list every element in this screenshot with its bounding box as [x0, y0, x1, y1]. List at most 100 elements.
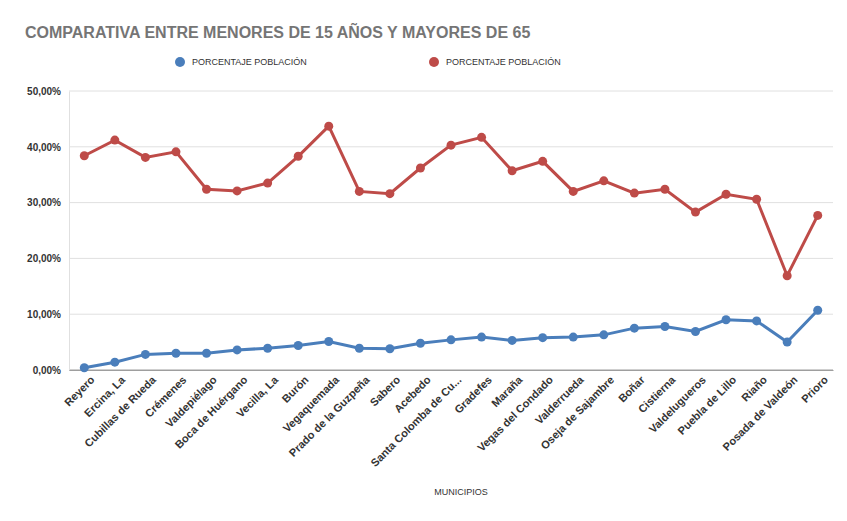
series-point	[324, 122, 333, 131]
y-tick: 20,00%	[27, 253, 69, 264]
y-tick-label: 40,00%	[27, 142, 61, 153]
series-point	[80, 151, 89, 160]
x-axis-title: MUNICIPIOS	[434, 487, 488, 497]
x-tick: Santa Colomba de Cu...	[368, 370, 463, 469]
series-point	[477, 333, 486, 342]
x-tick: Posada de Valdeón	[720, 370, 800, 453]
series-point	[324, 337, 333, 346]
series-point	[294, 152, 303, 161]
grid-line	[69, 258, 833, 259]
x-tick-label: Prioro	[799, 373, 831, 405]
series-point	[171, 349, 180, 358]
grid-line	[69, 91, 833, 92]
x-axis-line	[70, 370, 834, 371]
y-tick: 30,00%	[27, 197, 69, 208]
grid-line	[69, 370, 833, 371]
y-tick: 0,00%	[33, 365, 69, 376]
series-point	[599, 176, 608, 185]
plot-area	[80, 122, 822, 373]
x-tick: Prioro	[799, 370, 831, 405]
series-point	[722, 315, 731, 324]
series-point	[294, 341, 303, 350]
x-tick-label: Oseja de Sajambre	[538, 374, 616, 452]
chart: COMPARATIVA ENTRE MENORES DE 15 AÑOS Y M…	[0, 0, 847, 521]
x-tick-label: Valdepiélago	[163, 373, 219, 429]
series-point	[263, 179, 272, 188]
series-point	[538, 333, 547, 342]
series-point	[660, 185, 669, 194]
series-point	[141, 350, 150, 359]
x-axis: ReyeroErcina, LaCubillas de RuedaCrémene…	[62, 370, 834, 469]
series-line	[84, 126, 817, 276]
legend-marker	[429, 57, 439, 67]
series-point	[508, 336, 517, 345]
y-tick-label: 50,00%	[27, 86, 61, 97]
series-point	[202, 349, 211, 358]
x-tick-label: Puebla de Lillo	[675, 373, 739, 437]
y-tick: 50,00%	[27, 86, 69, 97]
series-point	[660, 322, 669, 331]
legend-label: PORCENTAJE POBLACIÓN	[446, 57, 561, 67]
series-point	[233, 345, 242, 354]
series-point	[630, 324, 639, 333]
grid	[69, 91, 833, 370]
x-tick-label: Gradefes	[452, 374, 494, 416]
series-point	[355, 187, 364, 196]
x-tick: Prado de la Guzpeña	[286, 370, 372, 459]
series-point	[416, 339, 425, 348]
series-point	[569, 187, 578, 196]
series-point	[538, 157, 547, 166]
series-point	[752, 195, 761, 204]
y-tick-label: 30,00%	[27, 197, 61, 208]
y-tick-label: 0,00%	[33, 365, 61, 376]
y-tick-label: 10,00%	[27, 309, 61, 320]
x-tick: Gradefes	[452, 370, 494, 416]
series-point	[447, 141, 456, 150]
series-point	[263, 344, 272, 353]
series-point	[630, 189, 639, 198]
series-point	[783, 338, 792, 347]
legend-label: PORCENTAJE POBLACIÓN	[192, 57, 307, 67]
series-point	[691, 327, 700, 336]
x-tick-label: Santa Colomba de Cu...	[368, 374, 463, 469]
legend: PORCENTAJE POBLACIÓN PORCENTAJE POBLACIÓN	[175, 57, 561, 67]
x-tick: Oseja de Sajambre	[538, 370, 616, 452]
y-tick-label: 20,00%	[27, 253, 61, 264]
series-point	[355, 344, 364, 353]
series-point	[813, 211, 822, 220]
series-point	[691, 208, 700, 217]
series-point	[385, 189, 394, 198]
x-tick-label: Posada de Valdeón	[720, 373, 800, 453]
series-point	[569, 333, 578, 342]
series-line	[84, 310, 817, 367]
series-point	[477, 133, 486, 142]
series-point	[508, 166, 517, 175]
x-tick: Vecilla, La	[234, 370, 281, 420]
series-point	[783, 271, 792, 280]
series-point	[110, 358, 119, 367]
grid-line	[69, 314, 833, 315]
series-point	[599, 330, 608, 339]
series-point	[813, 306, 822, 315]
series-point	[416, 164, 425, 173]
series-point	[141, 153, 150, 162]
grid-line	[69, 202, 833, 203]
y-axis: 0,00% 10,00% 20,00% 30,00% 40,00% 50,00%	[27, 86, 69, 376]
series-point	[233, 186, 242, 195]
legend-marker	[175, 57, 185, 67]
x-tick-label: Vecilla, La	[234, 373, 281, 420]
series-point	[385, 344, 394, 353]
series-point	[171, 147, 180, 156]
y-tick: 10,00%	[27, 309, 69, 320]
series-point	[752, 316, 761, 325]
x-tick: Puebla de Lillo	[675, 370, 739, 437]
series-point	[202, 185, 211, 194]
title: COMPARATIVA ENTRE MENORES DE 15 AÑOS Y M…	[25, 22, 530, 41]
series-point	[722, 190, 731, 199]
x-tick-label: Prado de la Guzpeña	[286, 373, 372, 459]
y-tick: 40,00%	[27, 142, 69, 153]
series-point	[447, 335, 456, 344]
y-axis-line	[69, 92, 70, 371]
series-point	[80, 363, 89, 372]
series-point	[110, 136, 119, 145]
